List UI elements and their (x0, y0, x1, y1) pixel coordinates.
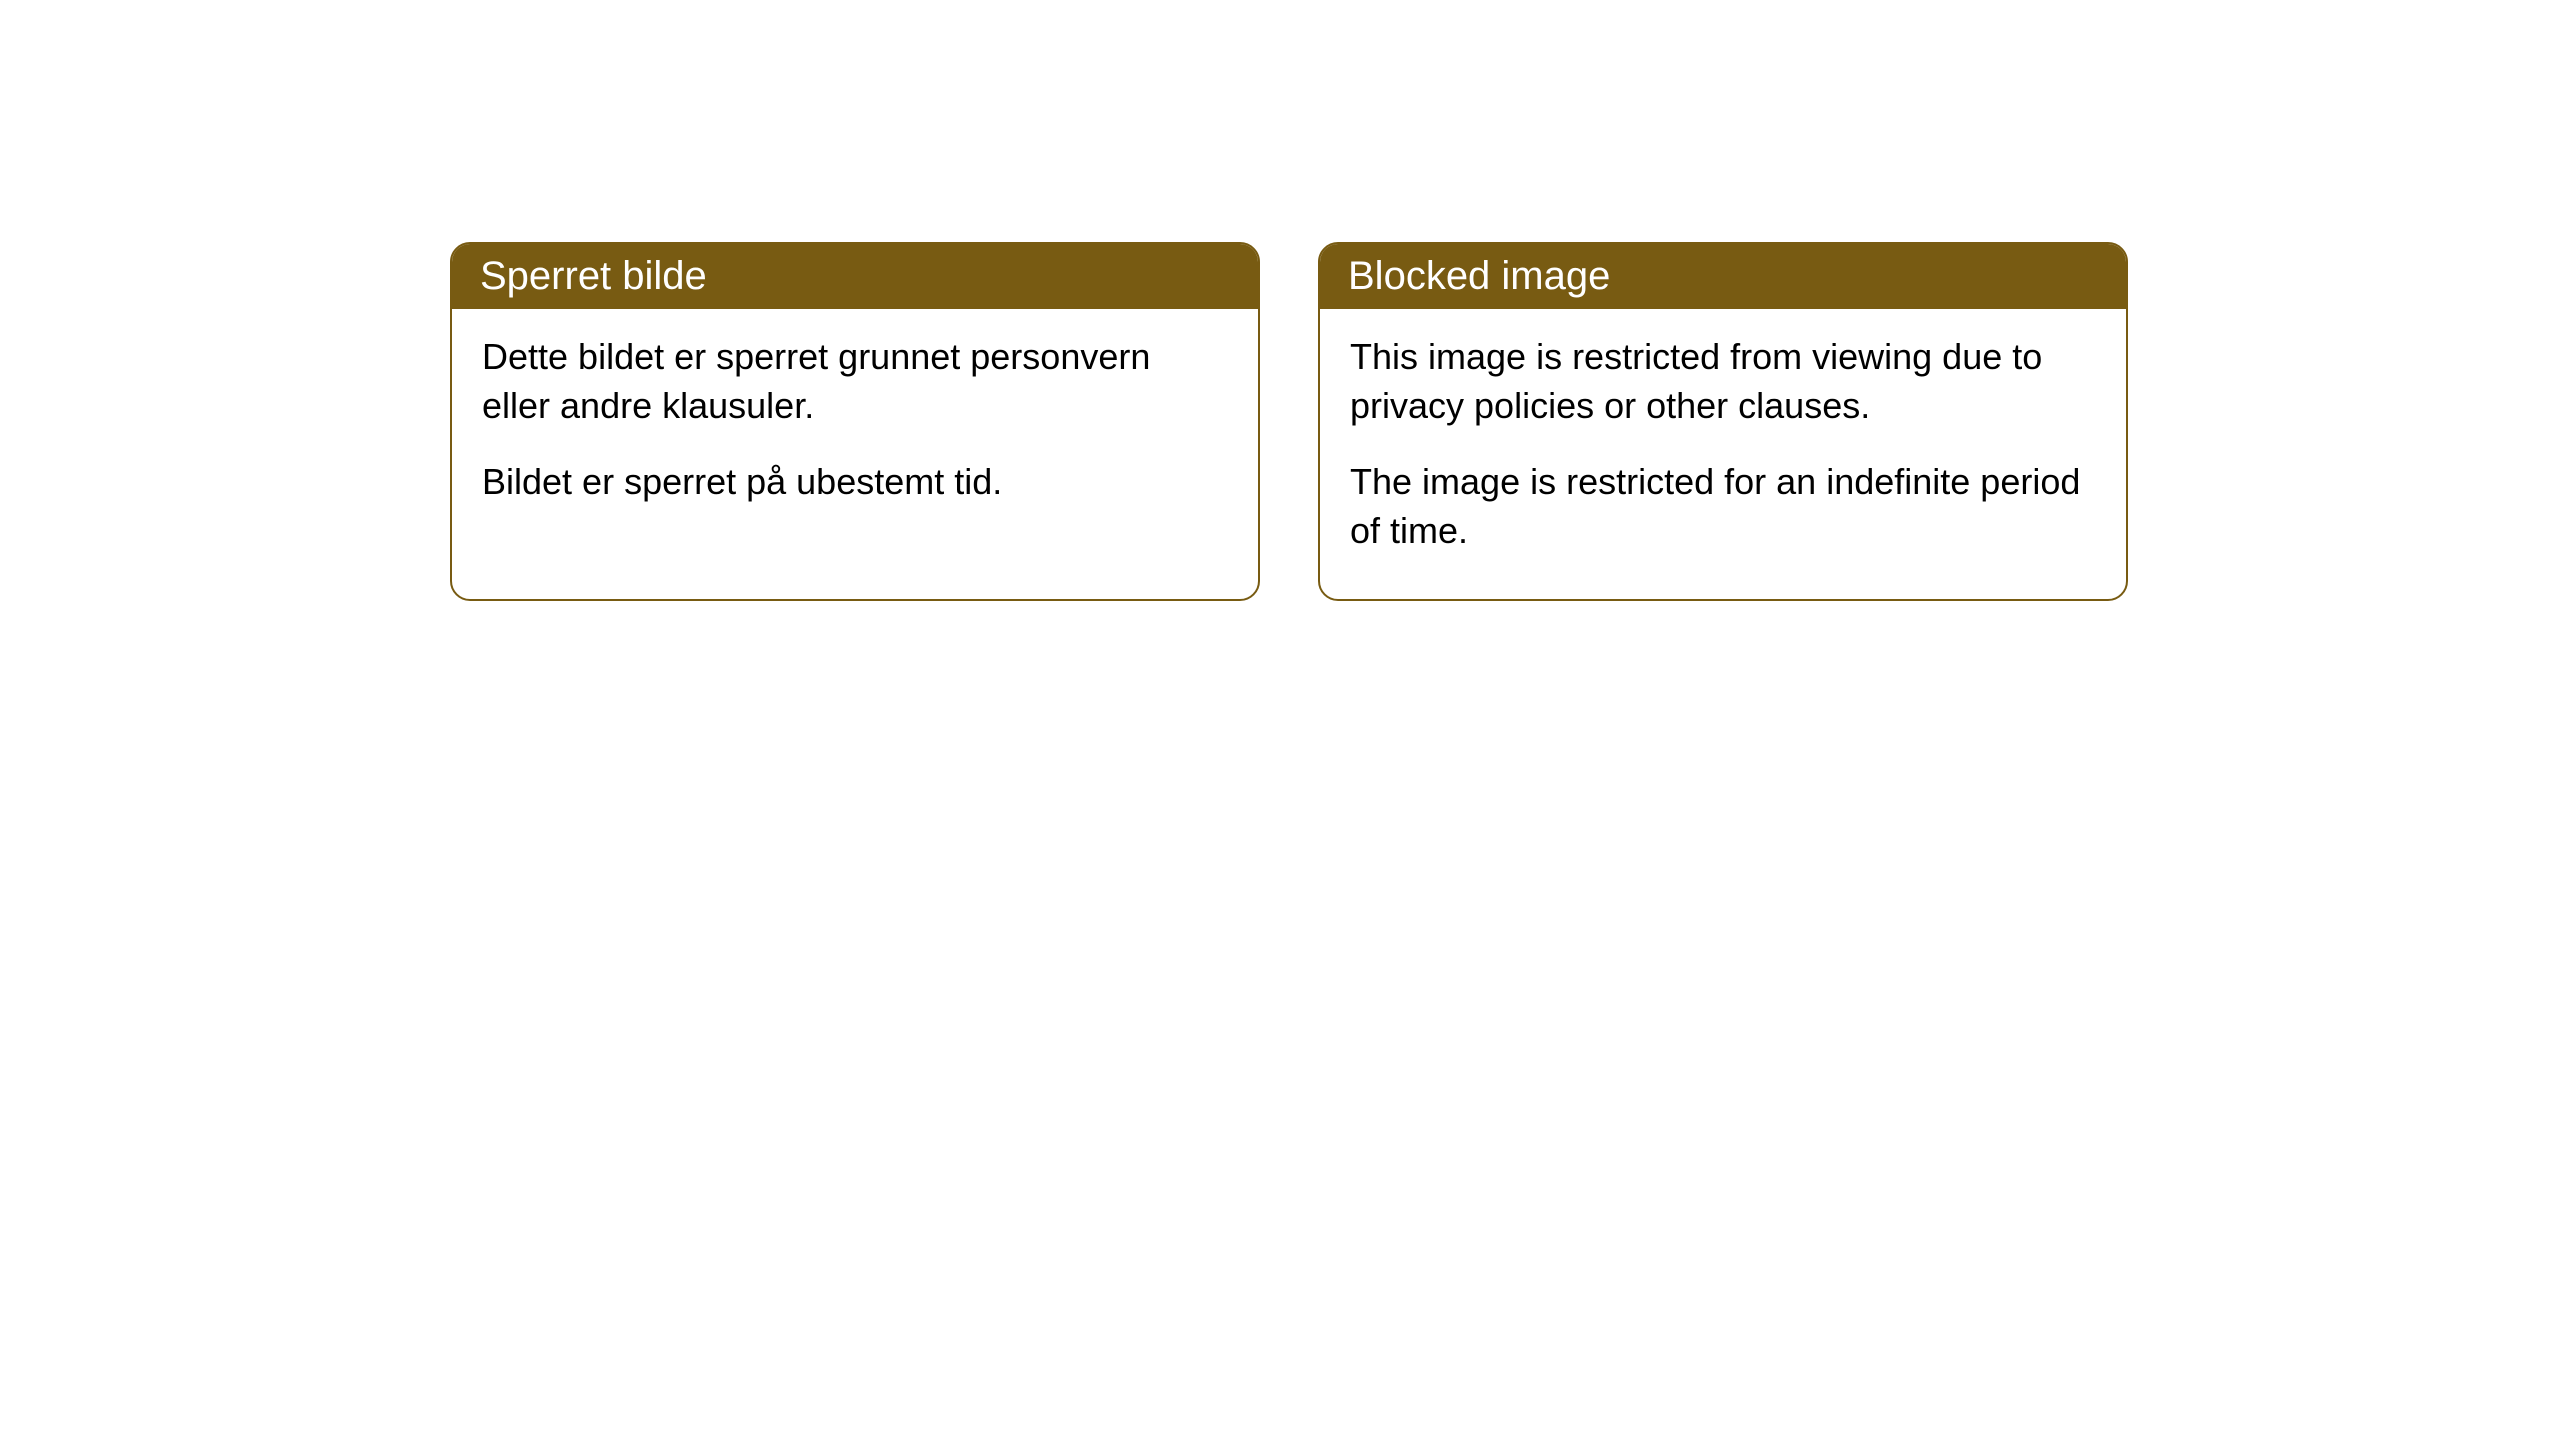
notice-text-reason: This image is restricted from viewing du… (1350, 333, 2096, 430)
notice-text-reason: Dette bildet er sperret grunnet personve… (482, 333, 1228, 430)
blocked-image-card-norwegian: Sperret bilde Dette bildet er sperret gr… (450, 242, 1260, 601)
notice-cards-container: Sperret bilde Dette bildet er sperret gr… (450, 242, 2128, 601)
blocked-image-card-english: Blocked image This image is restricted f… (1318, 242, 2128, 601)
card-header: Blocked image (1320, 244, 2126, 309)
notice-text-duration: The image is restricted for an indefinit… (1350, 458, 2096, 555)
card-header: Sperret bilde (452, 244, 1258, 309)
notice-text-duration: Bildet er sperret på ubestemt tid. (482, 458, 1228, 507)
card-body: This image is restricted from viewing du… (1320, 309, 2126, 599)
card-body: Dette bildet er sperret grunnet personve… (452, 309, 1258, 551)
